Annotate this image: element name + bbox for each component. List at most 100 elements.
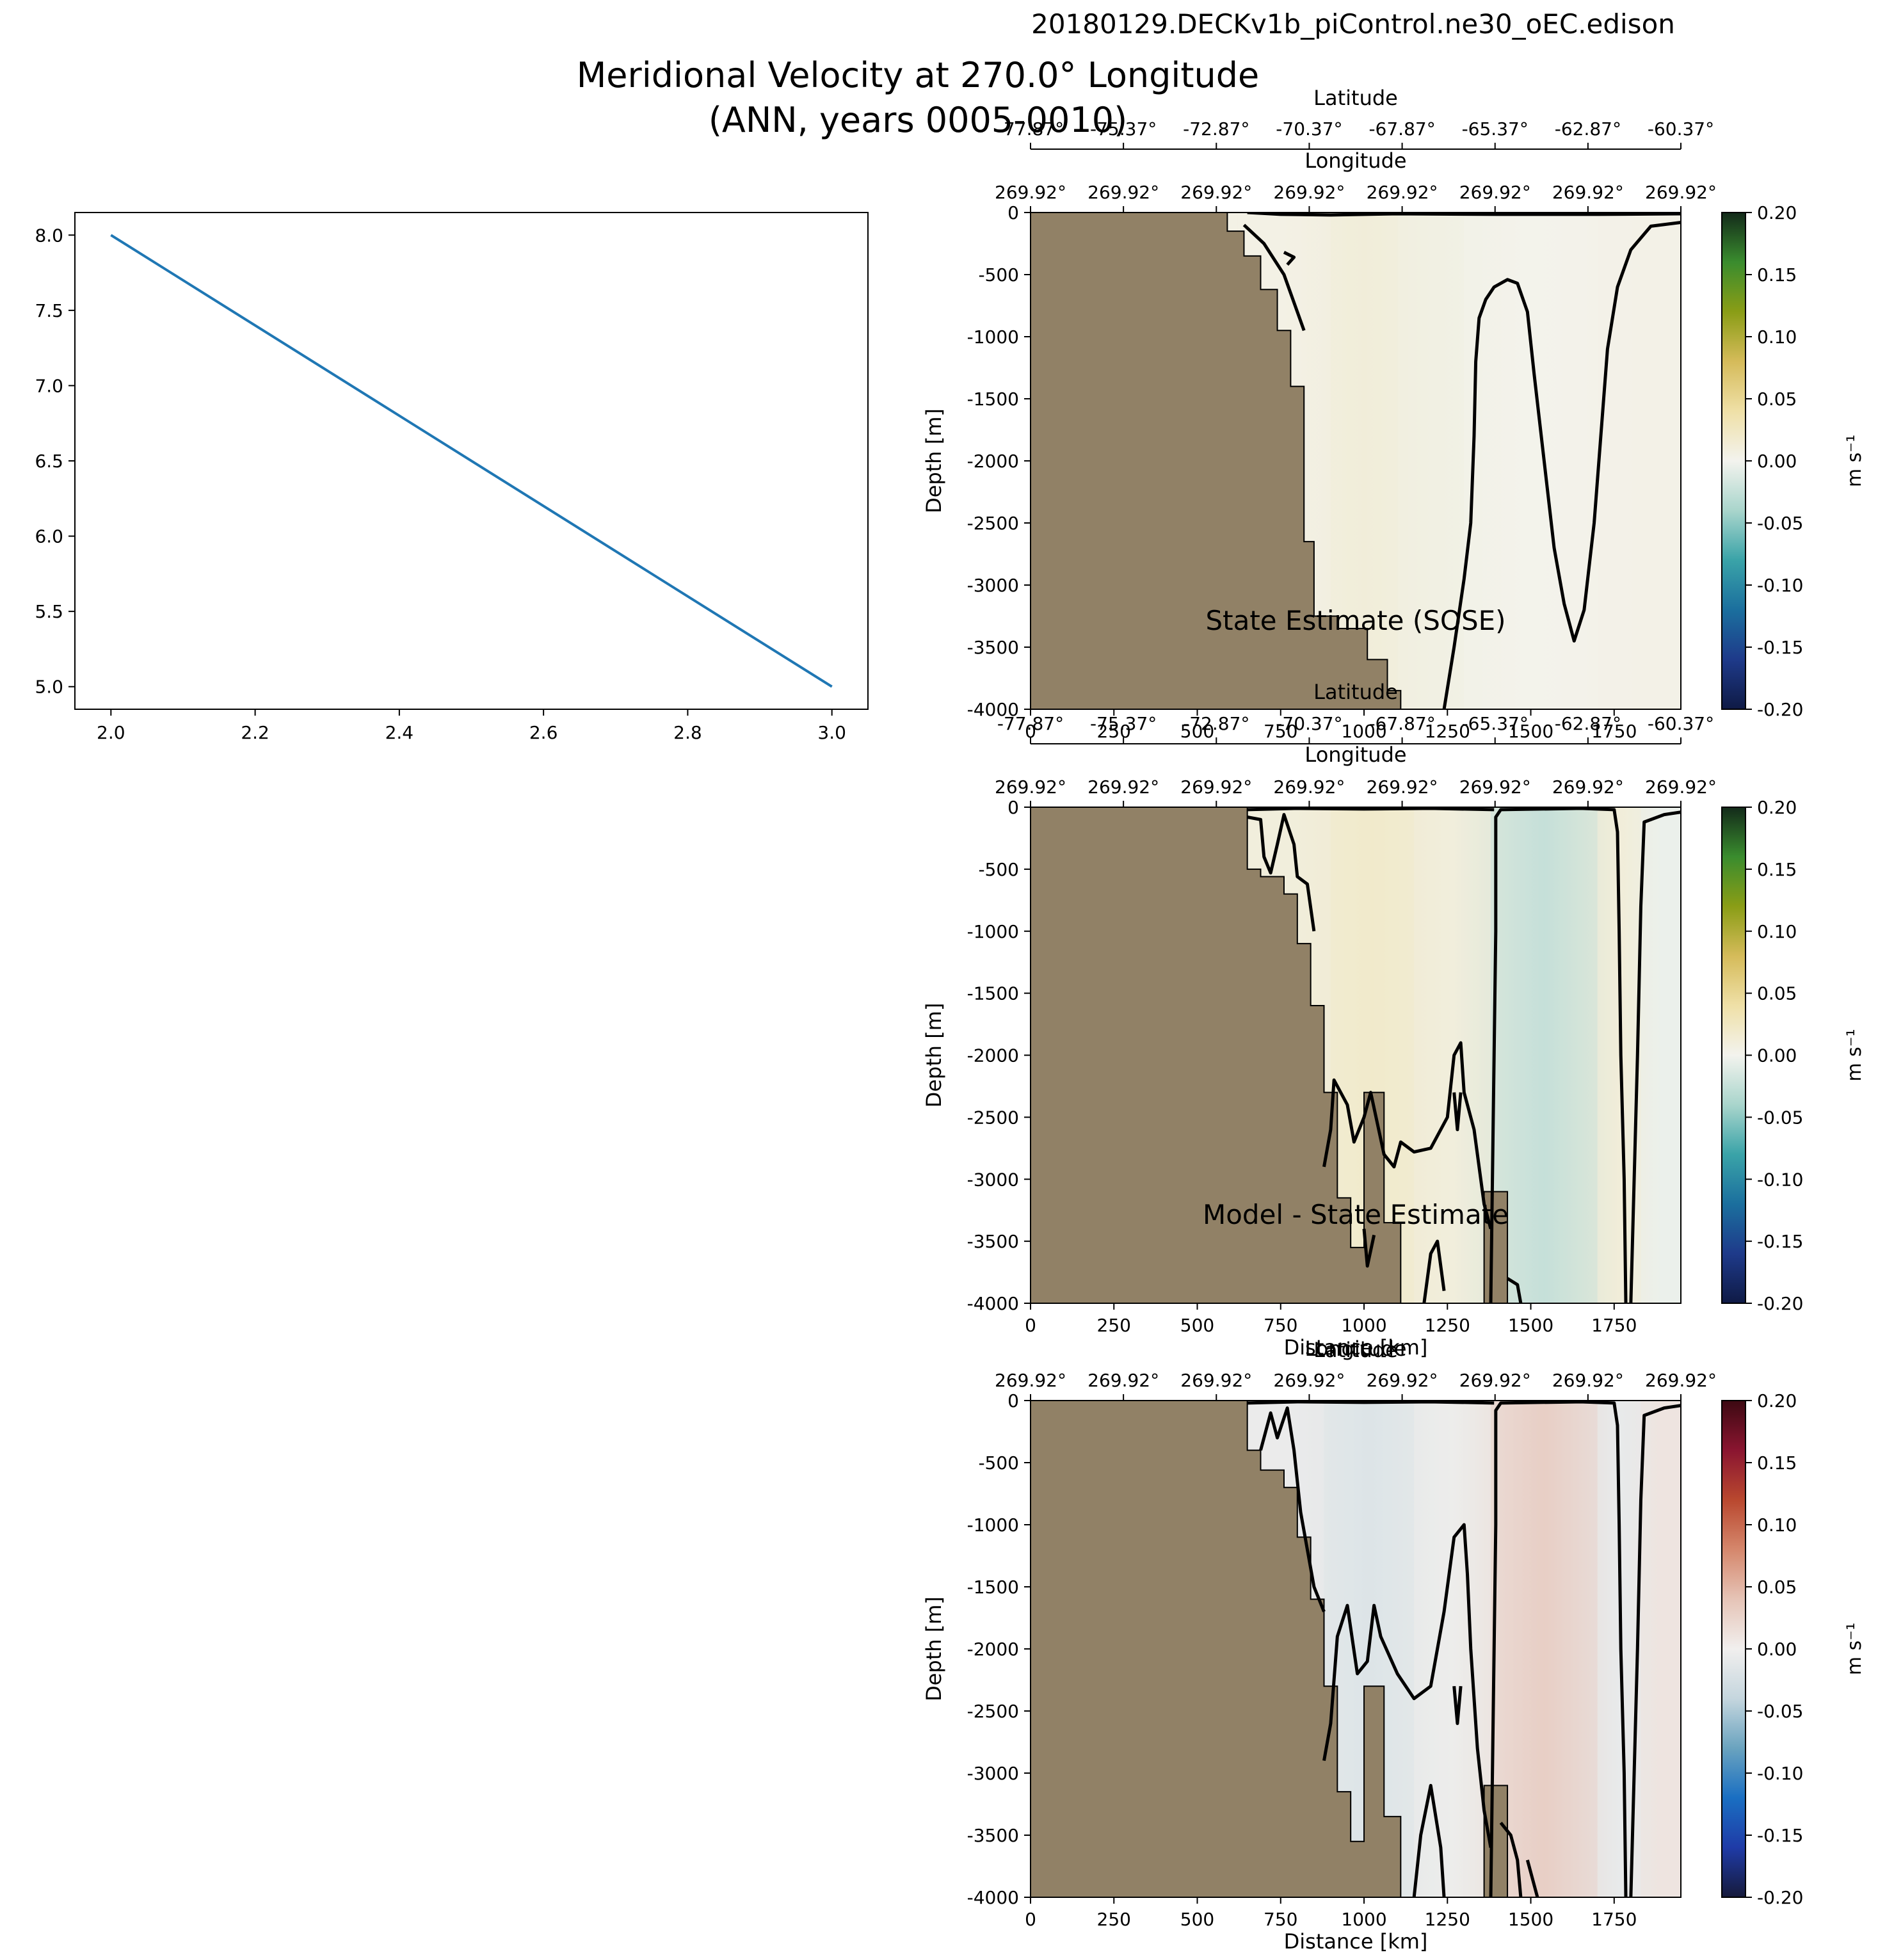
bathymetry-land [1031, 807, 1402, 1303]
colorbar [1721, 807, 1746, 1304]
colorbar-tick-label: -0.20 [1757, 1293, 1803, 1314]
zero-contour [1525, 1860, 1539, 1897]
longitude-tick-label: 269.92° [1367, 1370, 1438, 1391]
colorbar-tick-label: 0.10 [1757, 921, 1797, 942]
x-tick-label: 2.2 [241, 722, 269, 743]
latitude-tick-label: -62.87° [1555, 713, 1621, 734]
zero-contour [1506, 1277, 1523, 1303]
colorbar-tick-label: -0.20 [1757, 699, 1803, 720]
x-axis-label: Distance [km] [1284, 1335, 1428, 1360]
velocity-band [1641, 1401, 1681, 1897]
zero-contour [1247, 813, 1316, 932]
latitude-axis-label: Latitude [1313, 1338, 1398, 1362]
x-tick-label: 1000 [1341, 721, 1386, 742]
colorbar-tick-label: 0.20 [1757, 1390, 1797, 1411]
y-tick-label: 6.0 [35, 526, 63, 547]
figure-title-line2: (ANN, years 0005-0010) [709, 100, 1127, 140]
y-tick-label: 6.5 [35, 451, 63, 472]
latitude-tick-label: -65.37° [1462, 118, 1529, 140]
latitude-tick-label: -62.87° [1555, 118, 1621, 140]
heatmap-panel-3: 0 250 500 750 1000 1250 1500 1750 Distance [km] 0… [922, 1337, 1866, 1954]
velocity-band [1641, 807, 1681, 1303]
line-plot-panel: 2.0 2.2 2.4 2.6 2.8 3.0 5.0 5.5 6.0 6.5 7.0 7.5 8.0 [35, 212, 869, 743]
longitude-axis-label: Longitude [1304, 1337, 1406, 1361]
longitude-tick-label: 269.92° [995, 182, 1066, 203]
y-tick-label: -1000 [967, 1514, 1019, 1536]
zero-contour [1452, 1685, 1463, 1725]
velocity-band [1491, 807, 1598, 1303]
colorbar [1721, 212, 1746, 710]
y-tick-label: 0 [1007, 797, 1019, 818]
zero-contour [1322, 1523, 1493, 1848]
x-tick-label: 1250 [1425, 1909, 1470, 1930]
colorbar-tick-label: 0.10 [1757, 1514, 1797, 1536]
longitude-tick-label: 269.92° [1645, 776, 1717, 798]
zero-contour [1452, 1092, 1463, 1132]
longitude-tick-label: 269.92° [1180, 1370, 1252, 1391]
y-tick-label: 8.0 [35, 225, 63, 246]
y-tick-label: -2500 [967, 1107, 1019, 1128]
y-tick-label: -4000 [967, 1887, 1019, 1908]
x-tick-label: 0 [1025, 721, 1036, 742]
x-tick-label: 1000 [1341, 1909, 1386, 1930]
x-tick-label: 2.0 [97, 722, 125, 743]
y-tick-label: -1500 [967, 983, 1019, 1004]
longitude-tick-label: 269.92° [1552, 776, 1624, 798]
zero-contour [1242, 223, 1306, 332]
y-tick-label: -3000 [967, 1763, 1019, 1784]
x-tick-label: 1500 [1508, 1909, 1553, 1930]
colorbar-tick-label: 0.05 [1757, 983, 1797, 1004]
y-tick-label: 0 [1007, 1390, 1019, 1411]
y-tick-label: -4000 [967, 1293, 1019, 1314]
latitude-tick-label: -67.87° [1368, 118, 1435, 140]
y-tick-label: -2000 [967, 1639, 1019, 1660]
colorbar-label: m s⁻¹ [1843, 1623, 1866, 1675]
plot-frame [74, 212, 869, 710]
y-tick-label: -1500 [967, 1577, 1019, 1598]
velocity-band [1330, 213, 1398, 709]
y-tick-label: 0 [1007, 202, 1019, 223]
velocity-band [1491, 1401, 1598, 1897]
colorbar [1721, 1400, 1746, 1898]
y-tick-label: -2500 [967, 513, 1019, 534]
zero-contour [1499, 1822, 1523, 1897]
y-tick-label: -500 [978, 859, 1019, 880]
colorbar-tick-label: 0.15 [1757, 1452, 1797, 1474]
y-tick-label: 7.0 [35, 375, 63, 396]
latitude-tick-label: -77.87° [997, 713, 1064, 734]
zero-contour [1247, 807, 1495, 812]
velocity-band [1464, 213, 1598, 709]
colorbar-tick-label: -0.05 [1757, 1107, 1803, 1128]
x-tick-label: 2.6 [529, 722, 558, 743]
latitude-tick-label: -75.37° [1090, 118, 1157, 140]
colorbar-tick-label: -0.15 [1757, 1825, 1803, 1846]
zero-contour [1247, 1401, 1495, 1405]
y-tick-label: -500 [978, 1452, 1019, 1474]
colorbar-label: m s⁻¹ [1843, 1029, 1866, 1081]
latitude-tick-label: -72.87° [1183, 713, 1249, 734]
y-tick-label: -2000 [967, 1045, 1019, 1066]
y-tick-label: -500 [978, 264, 1019, 285]
x-tick-label: 1750 [1591, 1315, 1637, 1336]
y-axis-label: Depth [m] [922, 408, 946, 513]
longitude-axis-label: Longitude [1304, 743, 1406, 767]
x-tick-label: 500 [1180, 1909, 1214, 1930]
longitude-tick-label: 269.92° [1087, 776, 1159, 798]
x-tick-label: 1750 [1591, 721, 1637, 742]
zero-contour [1322, 1041, 1493, 1230]
x-tick-label: 750 [1264, 721, 1297, 742]
colorbar-tick-label: 0.15 [1757, 264, 1797, 285]
longitude-tick-label: 269.92° [1552, 1370, 1624, 1391]
zero-contour [1629, 1404, 1681, 1897]
velocity-band [1597, 213, 1681, 709]
x-tick-label: 750 [1264, 1909, 1297, 1930]
zero-contour [1489, 1401, 1628, 1897]
longitude-tick-label: 269.92° [1273, 1370, 1345, 1391]
x-tick-label: 0 [1025, 1909, 1036, 1930]
colorbar-tick-label: 0.20 [1757, 797, 1797, 818]
latitude-tick-label: -75.37° [1090, 713, 1157, 734]
longitude-tick-label: 269.92° [1459, 1370, 1531, 1391]
y-tick-label: -3500 [967, 637, 1019, 658]
x-tick-label: 1250 [1425, 721, 1470, 742]
zero-contour [1412, 1783, 1446, 1897]
